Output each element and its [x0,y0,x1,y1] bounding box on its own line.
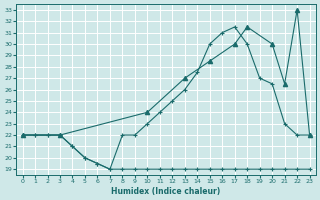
X-axis label: Humidex (Indice chaleur): Humidex (Indice chaleur) [111,187,221,196]
